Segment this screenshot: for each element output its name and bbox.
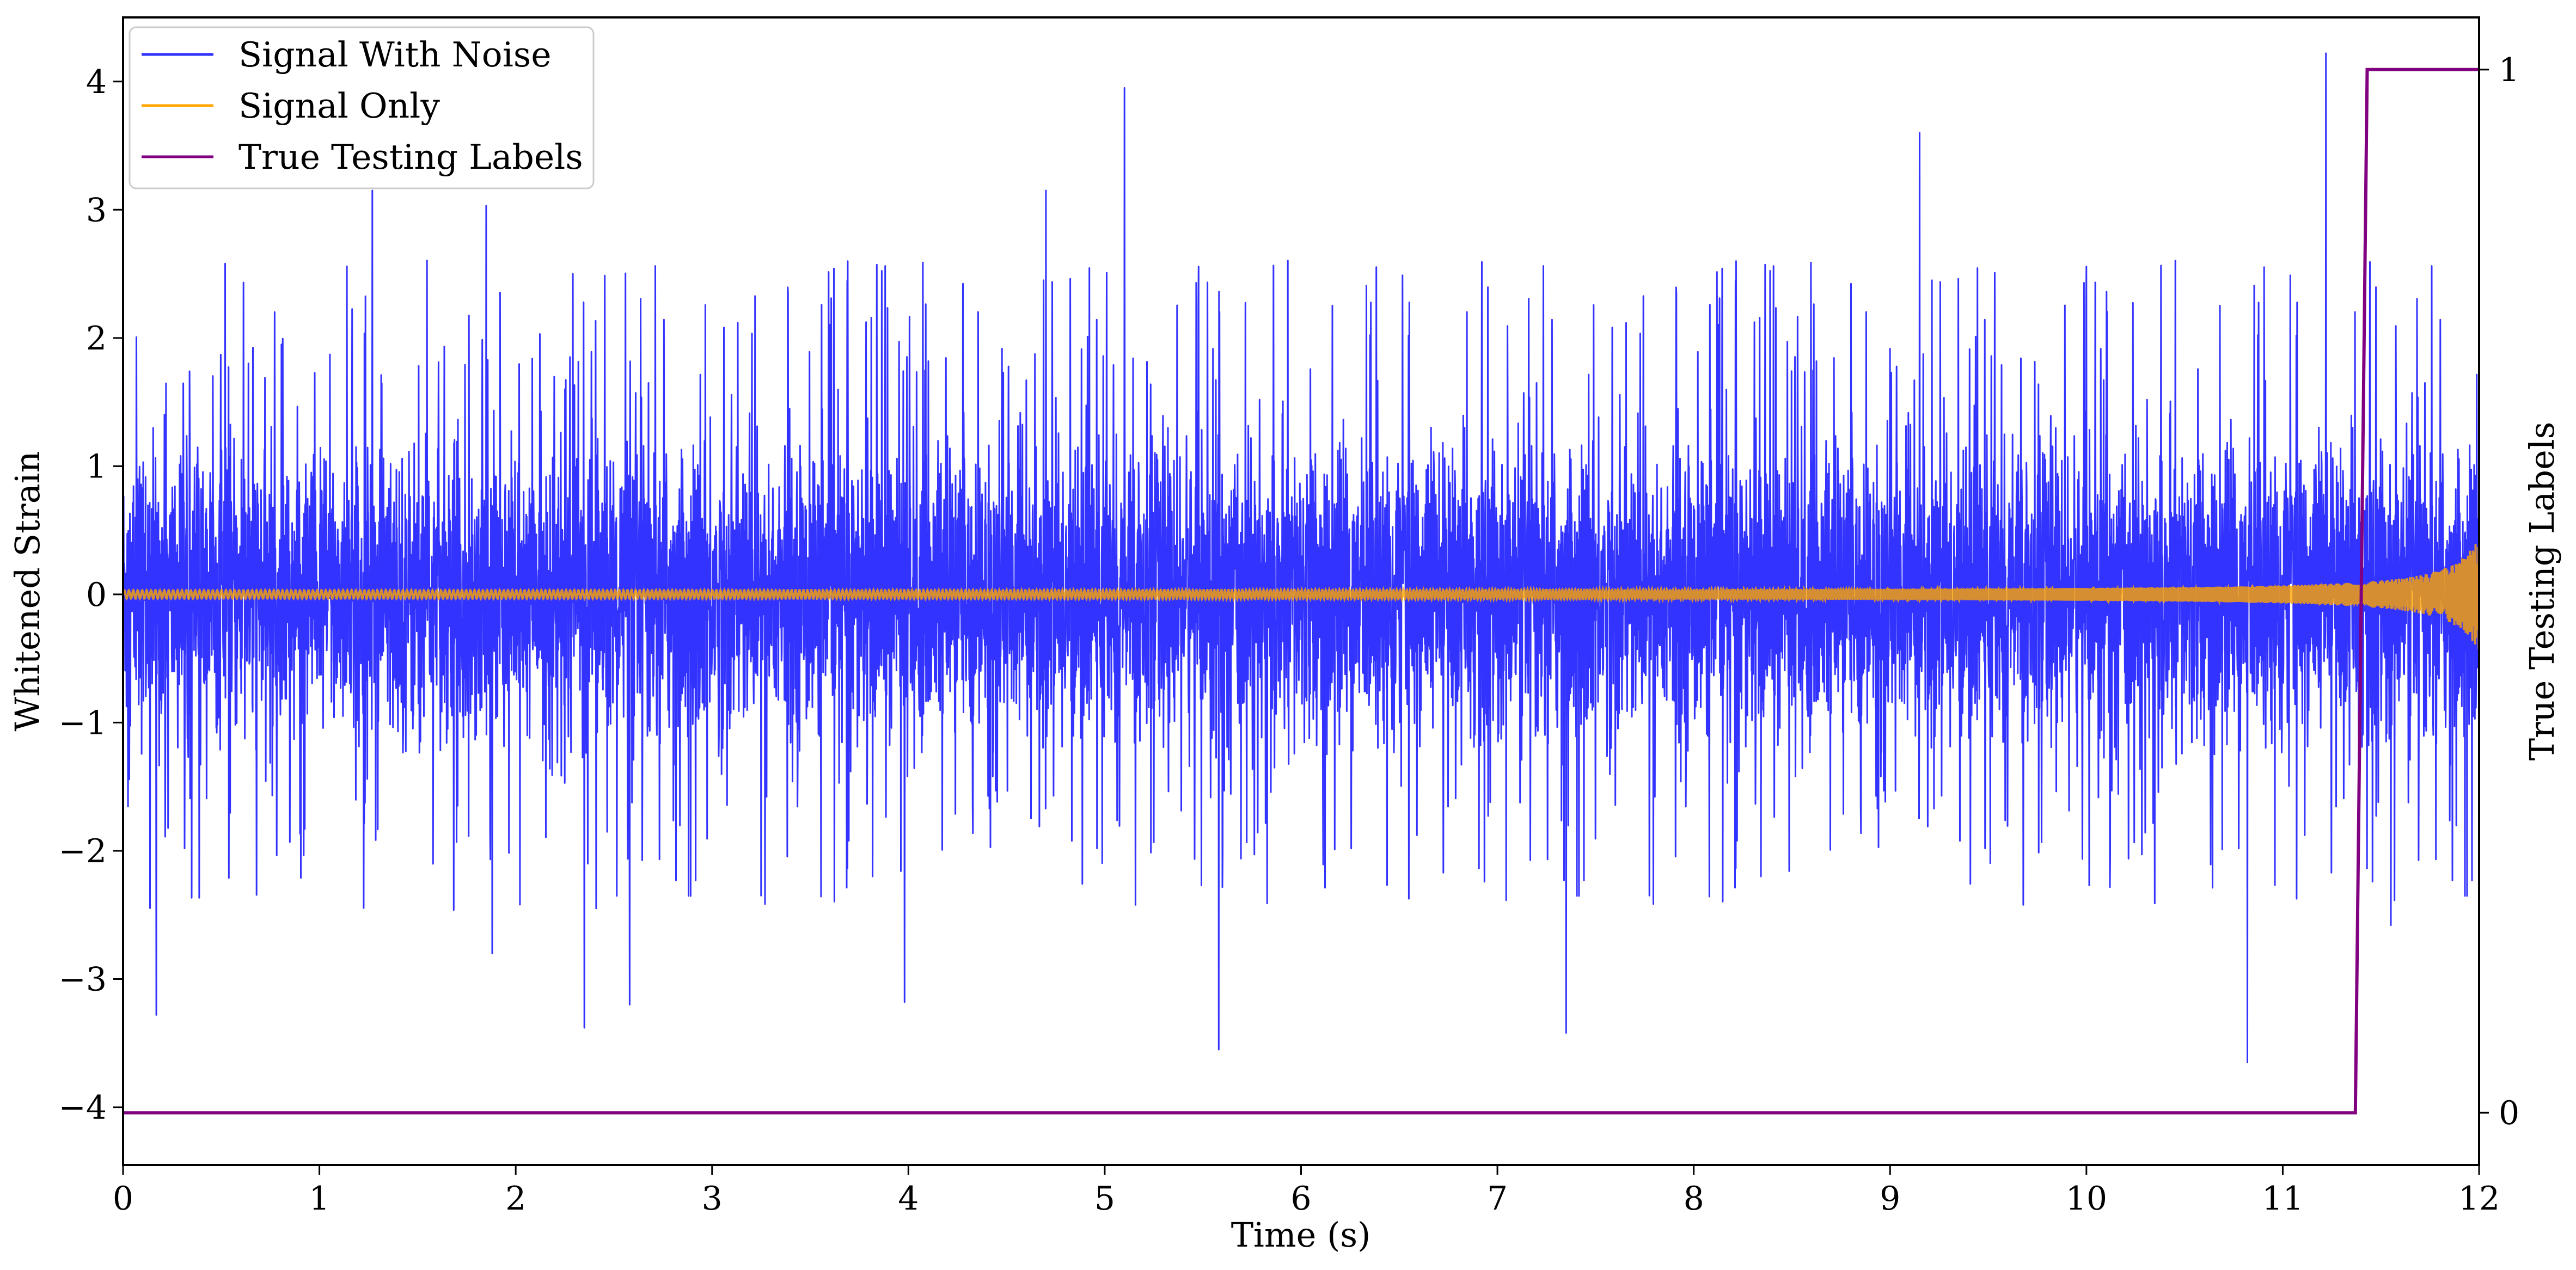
- y-tick-label: −3: [59, 960, 107, 998]
- x-tick-label: 2: [505, 1180, 526, 1218]
- y-axis-right: 01: [2479, 51, 2519, 1132]
- legend: Signal With Noise Signal Only True Testi…: [129, 26, 595, 189]
- series-true-testing-labels-line: [123, 68, 2479, 1115]
- x-tick-label: 9: [1880, 1180, 1900, 1218]
- y-tick-label: 3: [86, 191, 107, 229]
- legend-label-signal-with-noise: Signal With Noise: [238, 35, 551, 75]
- x-tick-label: 1: [309, 1180, 329, 1218]
- x-tick-label: 5: [1094, 1180, 1115, 1218]
- x-tick-label: 3: [702, 1180, 723, 1218]
- x-tick-label: 6: [1290, 1180, 1311, 1218]
- y-tick-label: −1: [59, 704, 107, 742]
- x-tick-label: 10: [2066, 1180, 2107, 1218]
- y2-tick-label: 0: [2499, 1094, 2519, 1132]
- series-signal-with-noise-line: [123, 52, 2479, 1064]
- series-signal-only-line: [123, 536, 2479, 649]
- legend-label-signal-only: Signal Only: [238, 86, 440, 126]
- x-tick-label: 8: [1684, 1180, 1704, 1218]
- y2-axis-label: True Testing Labels: [2522, 422, 2562, 761]
- x-tick-label: 7: [1487, 1180, 1508, 1218]
- x-axis-label: Time (s): [1231, 1215, 1371, 1255]
- legend-box: [129, 26, 595, 189]
- y-tick-label: 4: [86, 63, 107, 101]
- y2-tick-label: 1: [2499, 51, 2519, 89]
- legend-label-true-testing-labels: True Testing Labels: [238, 137, 583, 177]
- x-tick-label: 12: [2458, 1180, 2500, 1218]
- plot-area: [123, 52, 2479, 1115]
- y-tick-label: 2: [86, 320, 107, 358]
- x-tick-label: 4: [898, 1180, 919, 1218]
- y-tick-label: 1: [86, 447, 107, 486]
- y-tick-label: 0: [86, 576, 107, 614]
- y-axis-label: Whitened Strain: [8, 451, 47, 732]
- x-axis: 0 1 2 3 4 5 6 7 8 9 10 11 12: [113, 1165, 2500, 1218]
- y-axis-left: −4 −3 −2 −1 0 1 2 3 4: [59, 63, 123, 1127]
- y-tick-label: −2: [59, 832, 107, 870]
- x-tick-label: 11: [2262, 1180, 2303, 1218]
- y-tick-label: −4: [59, 1089, 107, 1127]
- x-tick-label: 0: [113, 1180, 133, 1218]
